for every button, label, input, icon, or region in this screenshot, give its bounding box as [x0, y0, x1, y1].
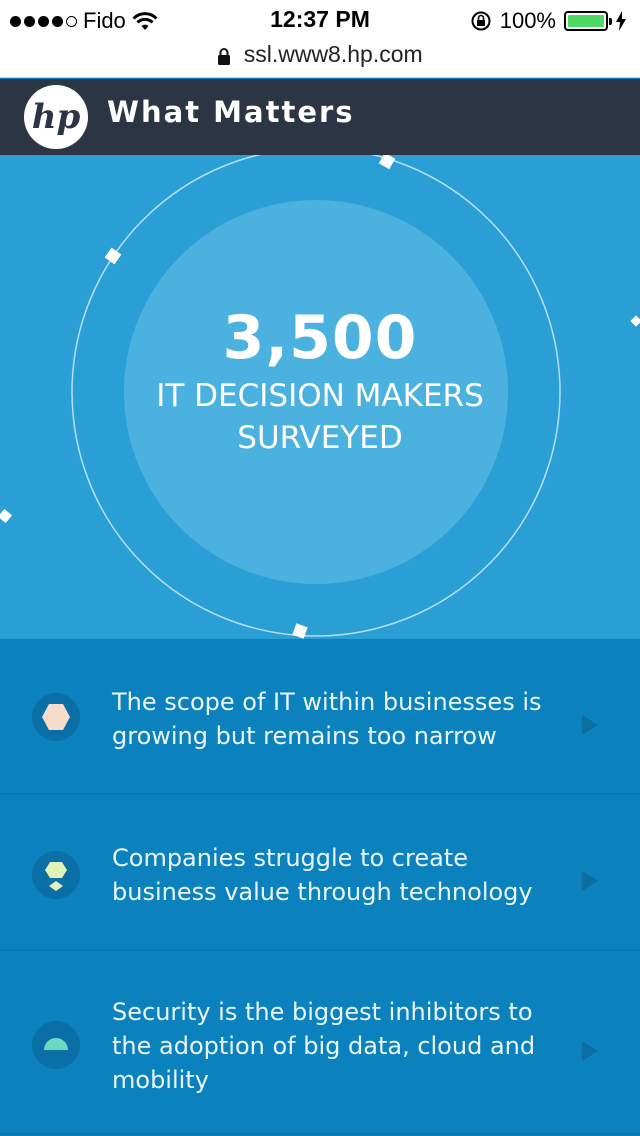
finding-text: Companies struggle to create business va…: [112, 844, 533, 906]
page-title: What Matters: [107, 95, 355, 129]
hexagon-split-icon: [45, 862, 67, 891]
hexagon-icon: [42, 704, 70, 730]
svg-text:hp: hp: [32, 97, 81, 137]
rotation-lock-icon: [471, 11, 491, 31]
chevron-right-icon[interactable]: [582, 1041, 598, 1061]
charging-bolt-icon: [616, 11, 626, 31]
finding-text: Security is the biggest inhibitors to th…: [112, 998, 536, 1094]
half-circle-icon: [44, 1038, 68, 1050]
finding-badge: [32, 1021, 80, 1069]
finding-item-security[interactable]: Security is the biggest inhibitors to th…: [0, 951, 640, 1135]
finding-text: The scope of IT within businesses is gro…: [112, 688, 542, 750]
status-left: Fido: [10, 8, 158, 34]
finding-badge: [32, 693, 80, 741]
status-right: 100%: [470, 8, 626, 34]
address-bar[interactable]: ssl.www8.hp.com: [0, 40, 640, 78]
hero-stat-panel: 3,500 IT DECISION MAKERS SURVEYED: [0, 155, 640, 639]
hp-logo-icon[interactable]: hp: [24, 85, 88, 149]
status-time: 12:37 PM: [270, 6, 370, 32]
lock-icon: [218, 47, 231, 65]
chevron-right-icon[interactable]: [582, 871, 598, 891]
hero-stat-number: 3,500: [222, 303, 418, 373]
signal-dots-icon: [10, 15, 77, 27]
finding-badge: [32, 851, 80, 899]
chevron-right-icon[interactable]: [582, 715, 598, 735]
carrier-name: Fido: [83, 8, 126, 33]
orbit-decoration: [0, 155, 640, 639]
hero-stat-label: IT DECISION MAKERS SURVEYED: [156, 378, 484, 456]
finding-item-scope[interactable]: The scope of IT within businesses is gro…: [0, 639, 640, 795]
status-bar: Fido 12:37 PM 100%: [0, 0, 640, 40]
battery-percent: 100%: [499, 8, 556, 33]
site-header: hp What Matters: [0, 79, 640, 155]
url-text: ssl.www8.hp.com: [243, 41, 423, 67]
battery-icon: [564, 11, 612, 31]
findings-list: The scope of IT within businesses is gro…: [0, 639, 640, 1135]
wifi-icon: [132, 12, 158, 30]
finding-item-value[interactable]: Companies struggle to create business va…: [0, 795, 640, 951]
